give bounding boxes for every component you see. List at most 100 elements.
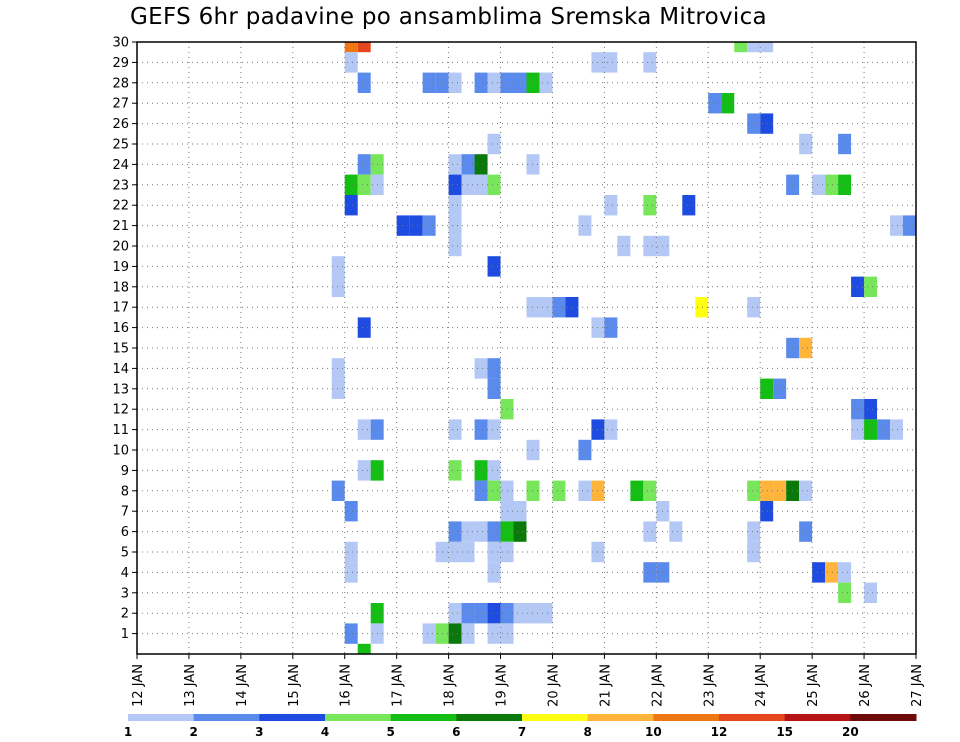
x-tick-label: 15 JAN: [287, 664, 302, 707]
colorbar-label: 10: [645, 725, 662, 739]
y-tick-label: 7: [121, 505, 129, 520]
y-tick-label: 11: [112, 423, 129, 438]
data-cell: [461, 521, 475, 542]
data-cell: [422, 215, 436, 236]
data-cell: [695, 297, 709, 318]
data-cell: [448, 72, 462, 93]
data-cell: [747, 42, 761, 53]
data-cell: [890, 419, 904, 440]
data-cell: [357, 154, 371, 175]
data-cell: [487, 521, 501, 542]
data-cell: [487, 541, 501, 563]
data-cell: [812, 174, 826, 195]
data-cell: [487, 623, 501, 644]
data-cell: [760, 378, 774, 399]
data-cell: [331, 480, 345, 501]
data-cell: [487, 72, 501, 93]
data-cell: [513, 501, 527, 522]
y-tick-label: 18: [112, 280, 129, 295]
colorbar-label: 1: [124, 725, 132, 739]
data-cell: [357, 643, 371, 654]
x-tick-label: 23 JAN: [702, 664, 717, 707]
colorbar-segment: [325, 714, 392, 721]
data-cell: [357, 317, 371, 338]
colorbar-segment: [128, 714, 195, 721]
data-cell: [448, 419, 462, 440]
data-cell: [461, 603, 475, 624]
data-cell: [877, 419, 891, 440]
colorbar-segment: [784, 714, 851, 721]
data-cell: [474, 480, 488, 501]
colorbar-segment: [719, 714, 786, 721]
data-cell: [448, 541, 462, 563]
y-tick-label: 1: [121, 627, 129, 642]
data-cell: [448, 174, 462, 195]
y-tick-label: 30: [112, 36, 129, 51]
data-cell: [799, 521, 813, 542]
data-cell: [487, 256, 501, 277]
data-cell: [747, 541, 761, 563]
y-tick-label: 17: [112, 301, 129, 316]
data-cell: [799, 480, 813, 501]
data-cell: [474, 174, 488, 195]
y-tick-label: 10: [112, 444, 129, 459]
colorbar-label: 2: [189, 725, 197, 739]
y-tick-label: 23: [112, 178, 129, 193]
data-cell: [448, 623, 462, 644]
y-tick-label: 26: [112, 117, 129, 132]
data-cell: [643, 480, 657, 501]
data-cell: [643, 521, 657, 542]
data-cell: [474, 419, 488, 440]
y-tick-label: 8: [121, 484, 129, 499]
data-cell: [643, 52, 657, 73]
data-cell: [604, 52, 618, 73]
y-tick-label: 25: [112, 138, 129, 153]
data-cell: [448, 195, 462, 216]
y-tick-label: 24: [112, 158, 129, 173]
data-cell: [344, 174, 358, 195]
y-tick-label: 22: [112, 199, 129, 214]
data-cell: [487, 378, 501, 399]
y-tick-label: 6: [121, 525, 129, 540]
colorbar-label: 12: [711, 725, 728, 739]
data-cell: [825, 174, 839, 195]
data-cell: [682, 195, 696, 216]
colorbar-label: 7: [518, 725, 526, 739]
data-cell: [461, 541, 475, 563]
data-cell: [474, 460, 488, 481]
data-cell: [773, 480, 787, 501]
data-cell: [474, 358, 488, 379]
data-cell: [344, 52, 358, 73]
data-cell: [513, 72, 527, 93]
data-cell: [903, 215, 916, 236]
x-tick-label: 26 JAN: [858, 664, 873, 707]
data-cell: [669, 521, 683, 542]
y-tick-label: 4: [121, 566, 129, 581]
data-cell: [331, 276, 345, 297]
data-cell: [643, 235, 657, 257]
colorbar-segment: [587, 714, 654, 721]
data-cell: [344, 501, 358, 522]
data-cell: [838, 562, 852, 583]
data-cell: [825, 562, 839, 583]
data-cell: [357, 419, 371, 440]
x-tick-label: 21 JAN: [598, 664, 613, 707]
data-cell: [578, 215, 592, 236]
colorbar-segment: [259, 714, 326, 721]
y-tick-label: 19: [112, 260, 129, 275]
data-cell: [552, 480, 566, 501]
data-cell: [357, 72, 371, 93]
x-tick-label: 17 JAN: [391, 664, 406, 707]
data-cell: [708, 93, 722, 114]
data-cell: [552, 297, 566, 318]
y-tick-label: 20: [112, 240, 129, 255]
colorbar-segment: [653, 714, 720, 721]
x-tick-label: 20 JAN: [546, 664, 561, 707]
data-cell: [396, 215, 410, 236]
data-cell: [539, 603, 553, 624]
data-cell: [578, 480, 592, 501]
data-cell: [461, 623, 475, 644]
y-tick-label: 15: [112, 342, 129, 357]
data-cell: [864, 419, 878, 440]
data-cell: [344, 541, 358, 563]
